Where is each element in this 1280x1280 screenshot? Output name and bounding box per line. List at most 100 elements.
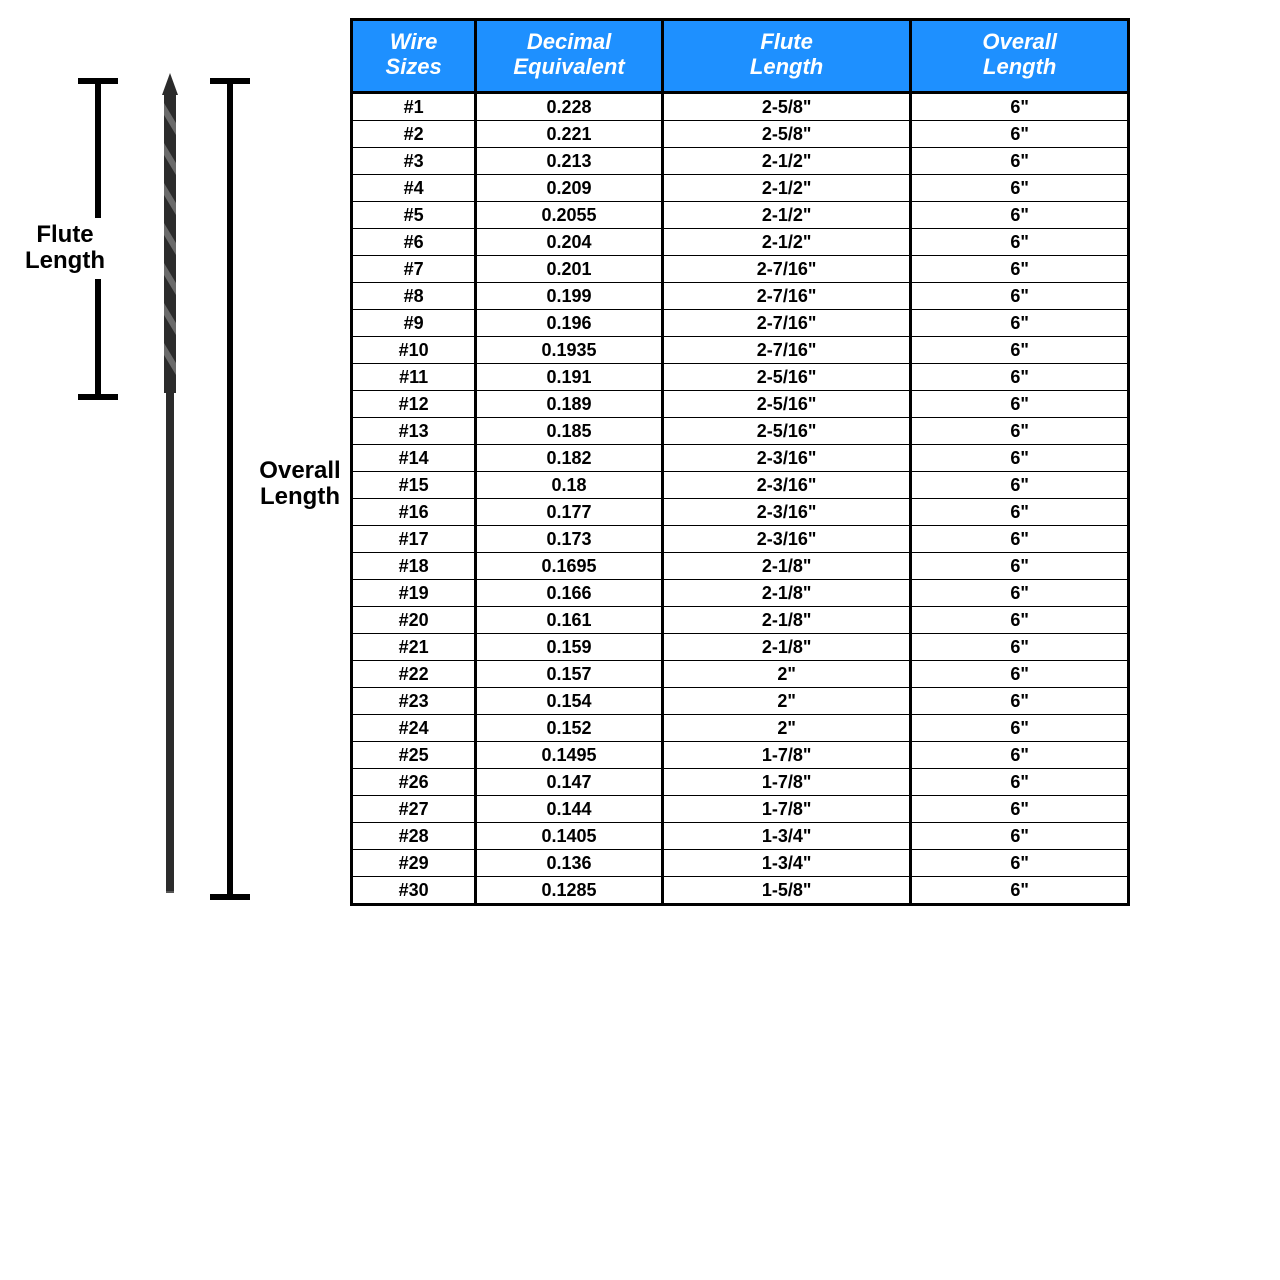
table-cell: 2-5/16"	[662, 418, 911, 445]
table-cell: #14	[352, 445, 476, 472]
table-row: #160.1772-3/16"6"	[352, 499, 1129, 526]
drill-size-table: WireSizes DecimalEquivalent FluteLength …	[350, 18, 1130, 906]
table-cell: #10	[352, 337, 476, 364]
table-cell: 6"	[911, 256, 1129, 283]
table-cell: 1-3/4"	[662, 823, 911, 850]
table-row: #60.2042-1/2"6"	[352, 229, 1129, 256]
table-row: #120.1892-5/16"6"	[352, 391, 1129, 418]
table-cell: #29	[352, 850, 476, 877]
table-cell: 6"	[911, 688, 1129, 715]
table-cell: 0.166	[476, 580, 662, 607]
table-cell: 6"	[911, 121, 1129, 148]
table-cell: 0.1695	[476, 553, 662, 580]
table-cell: 6"	[911, 634, 1129, 661]
table-cell: #23	[352, 688, 476, 715]
drill-bit-icon	[156, 73, 184, 893]
table-cell: 2"	[662, 661, 911, 688]
table-cell: 0.189	[476, 391, 662, 418]
table-row: #270.1441-7/8"6"	[352, 796, 1129, 823]
col-header-decimal: DecimalEquivalent	[476, 20, 662, 93]
table-cell: 2-1/8"	[662, 607, 911, 634]
table-cell: 2-5/16"	[662, 391, 911, 418]
table-cell: #28	[352, 823, 476, 850]
table-cell: #2	[352, 121, 476, 148]
table-row: #50.20552-1/2"6"	[352, 202, 1129, 229]
table-row: #210.1592-1/8"6"	[352, 634, 1129, 661]
table-cell: 2"	[662, 715, 911, 742]
table-cell: 0.228	[476, 93, 662, 121]
table-cell: 6"	[911, 364, 1129, 391]
page: FluteLength OverallLength	[0, 18, 1280, 918]
table-cell: 0.199	[476, 283, 662, 310]
table-row: #170.1732-3/16"6"	[352, 526, 1129, 553]
table-row: #300.12851-5/8"6"	[352, 877, 1129, 905]
table-cell: 0.182	[476, 445, 662, 472]
table-row: #70.2012-7/16"6"	[352, 256, 1129, 283]
table-cell: 6"	[911, 769, 1129, 796]
table-cell: 6"	[911, 310, 1129, 337]
table-cell: 0.1495	[476, 742, 662, 769]
table-cell: 6"	[911, 283, 1129, 310]
col-header-wire: WireSizes	[352, 20, 476, 93]
table-cell: 1-5/8"	[662, 877, 911, 905]
overall-bracket	[210, 78, 250, 900]
table-cell: 1-7/8"	[662, 769, 911, 796]
table-cell: 2-7/16"	[662, 337, 911, 364]
table-row: #100.19352-7/16"6"	[352, 337, 1129, 364]
table-cell: #13	[352, 418, 476, 445]
table-cell: #12	[352, 391, 476, 418]
col-header-overall: OverallLength	[911, 20, 1129, 93]
table-cell: 6"	[911, 337, 1129, 364]
table-cell: 0.204	[476, 229, 662, 256]
table-cell: 6"	[911, 202, 1129, 229]
table-cell: 2-1/8"	[662, 553, 911, 580]
table-row: #250.14951-7/8"6"	[352, 742, 1129, 769]
table-cell: 0.191	[476, 364, 662, 391]
table-row: #230.1542"6"	[352, 688, 1129, 715]
table-cell: 0.154	[476, 688, 662, 715]
table-cell: 6"	[911, 607, 1129, 634]
table-cell: #4	[352, 175, 476, 202]
table-cell: 6"	[911, 715, 1129, 742]
table-cell: 2-7/16"	[662, 310, 911, 337]
table-row: #240.1522"6"	[352, 715, 1129, 742]
table-row: #80.1992-7/16"6"	[352, 283, 1129, 310]
table-cell: 6"	[911, 850, 1129, 877]
table-cell: 6"	[911, 148, 1129, 175]
table-cell: #7	[352, 256, 476, 283]
table-cell: 6"	[911, 526, 1129, 553]
table-cell: 0.177	[476, 499, 662, 526]
table-header-row: WireSizes DecimalEquivalent FluteLength …	[352, 20, 1129, 93]
table-cell: 2-1/2"	[662, 175, 911, 202]
table-cell: #5	[352, 202, 476, 229]
table-cell: 6"	[911, 661, 1129, 688]
table-cell: 2-3/16"	[662, 526, 911, 553]
table-cell: #17	[352, 526, 476, 553]
table-cell: 6"	[911, 796, 1129, 823]
table-cell: #11	[352, 364, 476, 391]
table-row: #40.2092-1/2"6"	[352, 175, 1129, 202]
table-row: #180.16952-1/8"6"	[352, 553, 1129, 580]
table-row: #20.2212-5/8"6"	[352, 121, 1129, 148]
table-cell: 6"	[911, 877, 1129, 905]
table-cell: #22	[352, 661, 476, 688]
table-cell: 6"	[911, 472, 1129, 499]
table-cell: #25	[352, 742, 476, 769]
table-cell: 2-3/16"	[662, 445, 911, 472]
table-cell: 0.136	[476, 850, 662, 877]
table-cell: 2-1/8"	[662, 580, 911, 607]
size-table-wrap: WireSizes DecimalEquivalent FluteLength …	[350, 18, 1280, 918]
table-cell: 2-3/16"	[662, 499, 911, 526]
table-row: #130.1852-5/16"6"	[352, 418, 1129, 445]
table-row: #150.182-3/16"6"	[352, 472, 1129, 499]
table-row: #140.1822-3/16"6"	[352, 445, 1129, 472]
table-cell: 0.213	[476, 148, 662, 175]
table-cell: 2-7/16"	[662, 283, 911, 310]
table-row: #110.1912-5/16"6"	[352, 364, 1129, 391]
table-cell: 2-5/16"	[662, 364, 911, 391]
table-cell: 2-1/2"	[662, 202, 911, 229]
table-cell: 0.159	[476, 634, 662, 661]
table-row: #220.1572"6"	[352, 661, 1129, 688]
table-cell: #30	[352, 877, 476, 905]
table-cell: 6"	[911, 229, 1129, 256]
